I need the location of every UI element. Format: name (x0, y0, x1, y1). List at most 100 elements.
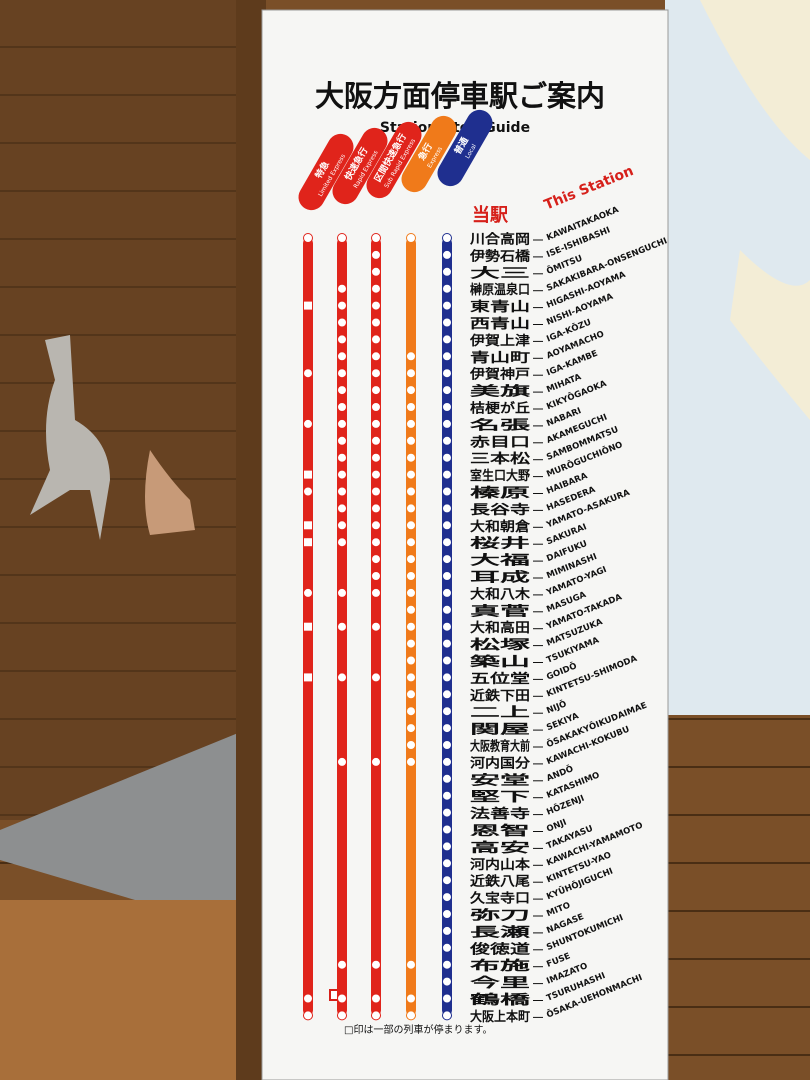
stop (371, 452, 381, 463)
stop (442, 587, 452, 598)
station-name: 堅下 (470, 790, 530, 805)
stop (371, 554, 381, 565)
station-name: 大和高田 (470, 620, 530, 636)
stop (442, 249, 452, 260)
station-name: 松塚 (470, 637, 532, 653)
stop (442, 976, 452, 987)
stop (442, 790, 452, 801)
station-name: 伊賀上津 (469, 333, 530, 349)
stop (303, 993, 313, 1004)
stop (406, 469, 416, 480)
station-name: 室生口大野 (470, 468, 530, 484)
stop (337, 621, 347, 632)
stop (337, 486, 347, 497)
station-name: 青山町 (470, 350, 530, 366)
stop (442, 283, 452, 294)
train-pill (401, 115, 457, 193)
partial-stop (304, 673, 312, 682)
station-name: 高安 (470, 840, 530, 856)
partial-stop (304, 521, 312, 530)
stop (406, 351, 416, 362)
stop (442, 385, 452, 396)
stop (406, 621, 416, 632)
stop (406, 587, 416, 598)
stop (371, 368, 381, 379)
station-name: 安堂 (470, 772, 530, 788)
station-name: 桔梗が丘 (470, 401, 530, 417)
stop (442, 959, 452, 970)
stop (371, 334, 381, 345)
stop (406, 959, 416, 970)
stop (442, 554, 452, 565)
station-name: 桜井 (470, 536, 530, 552)
stop (337, 418, 347, 429)
stop (442, 841, 452, 852)
stop (337, 672, 347, 683)
stop (337, 368, 347, 379)
stop (303, 486, 313, 497)
station-name: 大三 (470, 265, 530, 281)
station-name: 五位堂 (470, 671, 530, 687)
stop (406, 672, 416, 683)
stop (442, 266, 452, 277)
stop (371, 266, 381, 277)
stop (371, 959, 381, 970)
stop (406, 756, 416, 767)
stop (442, 604, 452, 615)
stop (442, 317, 452, 328)
stop (406, 503, 416, 514)
alcove (0, 0, 250, 820)
partial-stop (304, 470, 312, 479)
stop (406, 655, 416, 666)
stop (337, 503, 347, 514)
stop (442, 571, 452, 581)
station-name: 伊勢石橋 (469, 248, 531, 264)
stop (442, 858, 452, 869)
station-name: 築山 (468, 654, 530, 670)
stop (406, 435, 416, 446)
stop (371, 385, 381, 396)
station-name: 近鉄下田 (470, 688, 530, 704)
stop (442, 638, 452, 649)
footnote: □印は一部の列車が停まります。 (344, 1023, 492, 1036)
station-name: 長瀬 (470, 924, 530, 940)
stop (303, 368, 313, 379)
stop (371, 283, 381, 294)
train-pill (332, 127, 388, 205)
station-name: 長谷寺 (470, 502, 530, 518)
stop (337, 435, 347, 446)
cat-sticker (145, 450, 195, 535)
stop (406, 385, 416, 396)
stop (337, 402, 347, 412)
stop (337, 1010, 347, 1021)
stop (371, 621, 381, 632)
train-pill (437, 109, 493, 187)
station-name: 赤目口 (468, 434, 530, 450)
stop (371, 537, 381, 548)
station-name: 大和朝倉 (470, 519, 531, 535)
station-name: 大和八木 (470, 586, 531, 602)
stop (371, 469, 381, 480)
stop (406, 993, 416, 1004)
this-station: 当駅 (472, 204, 509, 226)
stop (303, 587, 313, 598)
stop (371, 435, 381, 446)
stop (406, 452, 416, 463)
stop (406, 554, 416, 565)
stop (442, 942, 452, 953)
train-pill (366, 121, 422, 199)
stop (442, 909, 452, 919)
stop (406, 638, 416, 649)
stop (337, 334, 347, 345)
stop (442, 621, 452, 632)
stop (337, 300, 347, 311)
stop (406, 418, 416, 429)
stop (406, 1010, 416, 1021)
stop (371, 249, 381, 260)
sign-title: 大阪方面停車駅ご案内 (315, 79, 605, 113)
stop (303, 418, 313, 429)
station-name: 耳成 (470, 570, 530, 586)
stop (406, 402, 416, 412)
station-name: 大阪教育大前 (470, 739, 530, 755)
